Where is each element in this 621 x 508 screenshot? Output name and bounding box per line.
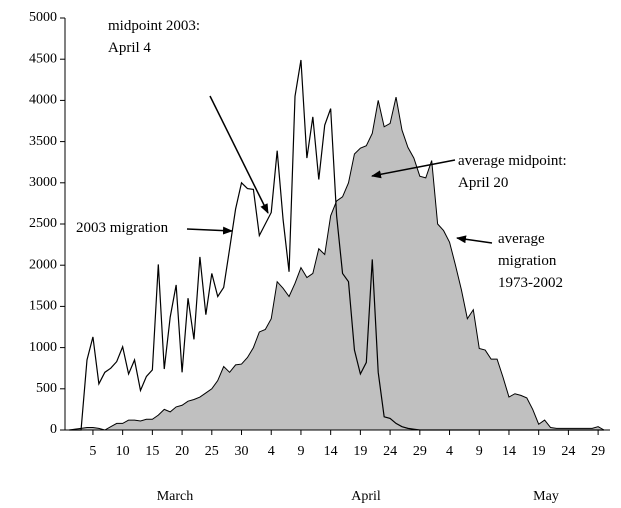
- x-tick-label: 5: [89, 444, 96, 459]
- x-tick-label: 14: [324, 444, 338, 459]
- series-label: 2003 migration: [76, 220, 169, 236]
- annotation-arrow: [186, 226, 233, 235]
- y-tick-label: 1000: [29, 340, 57, 355]
- y-tick-label: 1500: [29, 299, 57, 314]
- annotation-arrow: [209, 95, 269, 214]
- annotation-arrow: [456, 235, 493, 244]
- y-tick-label: 4500: [29, 51, 57, 66]
- y-tick-label: 4000: [29, 93, 57, 108]
- y-tick-label: 2500: [29, 216, 57, 231]
- month-label: April: [351, 489, 381, 504]
- x-tick-label: 10: [116, 444, 130, 459]
- x-tick-label: 30: [235, 444, 249, 459]
- x-tick-label: 15: [145, 444, 159, 459]
- y-tick-label: 2000: [29, 257, 57, 272]
- annotation: midpoint 2003: April 4: [108, 18, 201, 56]
- x-tick-label: 24: [561, 444, 575, 459]
- x-tick-label: 4: [446, 444, 453, 459]
- y-tick-label: 0: [50, 422, 57, 437]
- x-tick-label: 20: [175, 444, 189, 459]
- area-line: [69, 96, 605, 431]
- y-tick-label: 5000: [29, 10, 57, 25]
- month-label: March: [157, 489, 194, 504]
- x-tick-label: 29: [413, 444, 427, 459]
- x-tick-label: 14: [502, 444, 516, 459]
- x-tick-label: 25: [205, 444, 219, 459]
- x-tick-label: 9: [476, 444, 483, 459]
- y-tick-label: 3500: [29, 134, 57, 149]
- x-tick-label: 24: [383, 444, 397, 459]
- series-label: average migration 1973-2002: [498, 231, 563, 291]
- x-tick-label: 19: [532, 444, 546, 459]
- annotation: average midpoint: April 20: [458, 153, 567, 191]
- x-tick-label: 19: [353, 444, 367, 459]
- month-label: May: [533, 489, 559, 504]
- area-fill: [69, 97, 605, 430]
- x-tick-label: 4: [268, 444, 275, 459]
- y-tick-label: 3000: [29, 175, 57, 190]
- x-tick-label: 29: [591, 444, 605, 459]
- x-tick-label: 9: [297, 444, 304, 459]
- y-tick-label: 500: [36, 381, 57, 396]
- annotation-arrow: [371, 159, 456, 179]
